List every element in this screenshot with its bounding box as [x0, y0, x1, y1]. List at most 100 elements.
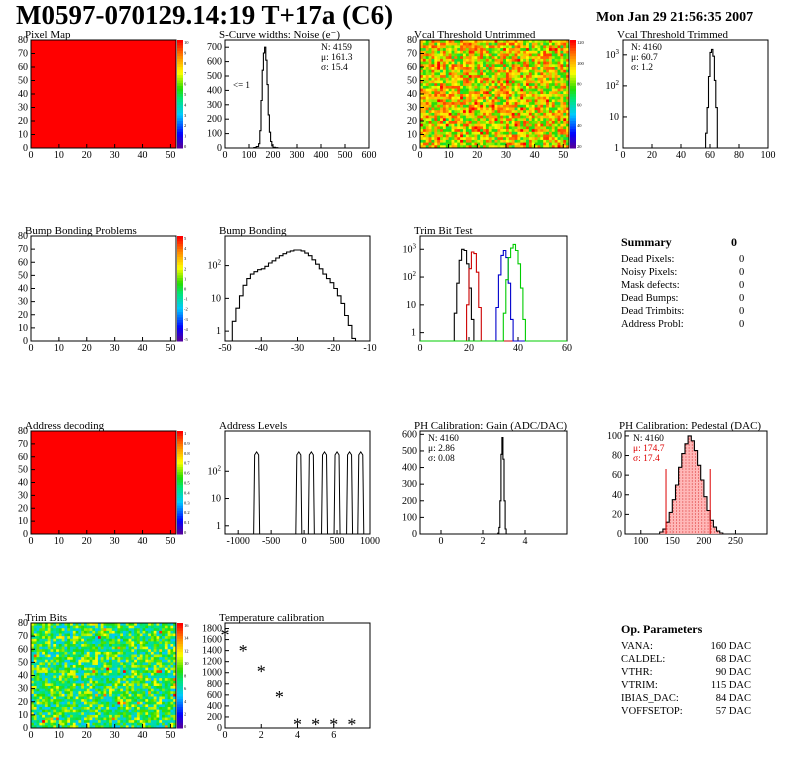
heatmap-cell: [488, 121, 493, 125]
histogram-hatch-dot: [685, 480, 687, 482]
heatmap-cell: [75, 633, 79, 637]
heatmap-cell: [139, 636, 143, 640]
heatmap-cell: [448, 126, 452, 130]
heatmap-cell: [454, 137, 458, 141]
heatmap-cell: [125, 680, 129, 684]
heatmap-cell: [106, 625, 110, 629]
heatmap-cell: [517, 80, 521, 84]
y-tick-label: 50: [407, 76, 417, 87]
heatmap-cell: [117, 628, 121, 632]
histogram-hatch-dot: [675, 498, 677, 500]
heatmap-cell: [44, 672, 49, 676]
heatmap-cell: [420, 72, 424, 76]
heatmap-cell: [70, 720, 74, 724]
heatmap-cell: [563, 131, 567, 135]
heatmap-cell: [422, 42, 427, 46]
heatmap-cell: [56, 630, 60, 634]
heatmap-cell: [173, 638, 177, 642]
heatmap-cell: [445, 134, 450, 138]
heatmap-cell: [97, 712, 102, 716]
heatmap-cell: [100, 659, 104, 663]
heatmap-cell: [483, 56, 487, 60]
heatmap-cell: [50, 651, 54, 655]
heatmap-cell: [517, 129, 521, 133]
heatmap-cell: [468, 110, 472, 114]
heatmap-cell: [420, 58, 424, 62]
heatmap-cell: [111, 633, 116, 637]
heatmap-cell: [86, 717, 90, 721]
heatmap-cell: [159, 646, 163, 650]
heatmap-cell: [145, 680, 149, 684]
heatmap-cell: [83, 686, 88, 690]
heatmap-cell: [420, 42, 424, 46]
heatmap-cell: [95, 662, 99, 666]
heatmap-cell: [531, 115, 536, 119]
heatmap-cell: [167, 722, 171, 726]
heatmap-cell: [100, 704, 104, 708]
heatmap-cell: [173, 662, 177, 666]
heatmap-cell: [39, 630, 43, 634]
heatmap-cell: [97, 720, 102, 724]
heatmap-cell: [31, 646, 35, 650]
heatmap-cell: [142, 623, 146, 627]
heatmap-cell: [514, 139, 518, 143]
heatmap-cell: [534, 126, 538, 130]
heatmap-cell: [61, 683, 65, 687]
heatmap-cell: [563, 96, 567, 100]
x-tick-label: 80: [734, 150, 744, 161]
stats-line: μ: 174.7: [633, 444, 665, 454]
heatmap-cell: [117, 646, 121, 650]
heatmap-cell: [72, 649, 77, 653]
heatmap-cell: [145, 644, 149, 648]
heatmap-cell: [162, 699, 166, 703]
histogram-hatch-dot: [688, 504, 690, 506]
heatmap-cell: [488, 88, 493, 92]
heatmap-cell: [442, 40, 447, 44]
heatmap-cell: [434, 131, 438, 135]
heatmap-cell: [53, 714, 57, 718]
heatmap-cell: [457, 75, 461, 79]
heatmap-cell: [106, 683, 110, 687]
heatmap-cell: [497, 139, 501, 143]
heatmap-cell: [61, 693, 65, 697]
heatmap-cell: [92, 628, 96, 632]
heatmap-cell: [500, 53, 504, 57]
palette-swatch: [177, 64, 183, 68]
heatmap-cell: [75, 720, 79, 724]
heatmap-cell: [462, 94, 467, 98]
heatmap-cell: [123, 701, 127, 705]
heatmap-cell: [480, 69, 484, 73]
histogram-hatch-dot: [688, 456, 690, 458]
histogram-hatch-dot: [698, 468, 700, 470]
heatmap-cell: [106, 623, 110, 627]
heatmap-cell: [543, 126, 547, 130]
histogram-hatch-dot: [669, 528, 671, 530]
heatmap-cell: [551, 110, 556, 114]
heatmap-cell: [58, 630, 63, 634]
heatmap-cell: [50, 662, 54, 666]
palette-swatch: [177, 325, 183, 329]
heatmap-cell: [95, 709, 99, 713]
heatmap-cell: [95, 686, 99, 690]
heatmap-cell: [131, 722, 135, 726]
histogram-hatch-dot: [691, 522, 693, 524]
heatmap-cell: [557, 145, 561, 149]
heatmap-cell: [142, 672, 146, 676]
heatmap-cell: [437, 99, 441, 103]
histogram-hatch-dot: [701, 483, 703, 485]
heatmap-cell: [480, 75, 484, 79]
heatmap-cell: [566, 115, 570, 119]
heatmap-cell: [134, 720, 138, 724]
heatmap-cell: [72, 691, 77, 695]
heatmap-cell: [64, 699, 68, 703]
heatmap-cell: [557, 94, 561, 98]
heatmap-cell: [468, 42, 472, 46]
heatmap-cell: [106, 670, 110, 674]
heatmap-cell: [471, 139, 475, 143]
heatmap-cell: [167, 665, 171, 669]
heatmap-cell: [420, 102, 424, 106]
palette-swatch: [177, 662, 183, 666]
histogram-hatch-dot: [688, 510, 690, 512]
